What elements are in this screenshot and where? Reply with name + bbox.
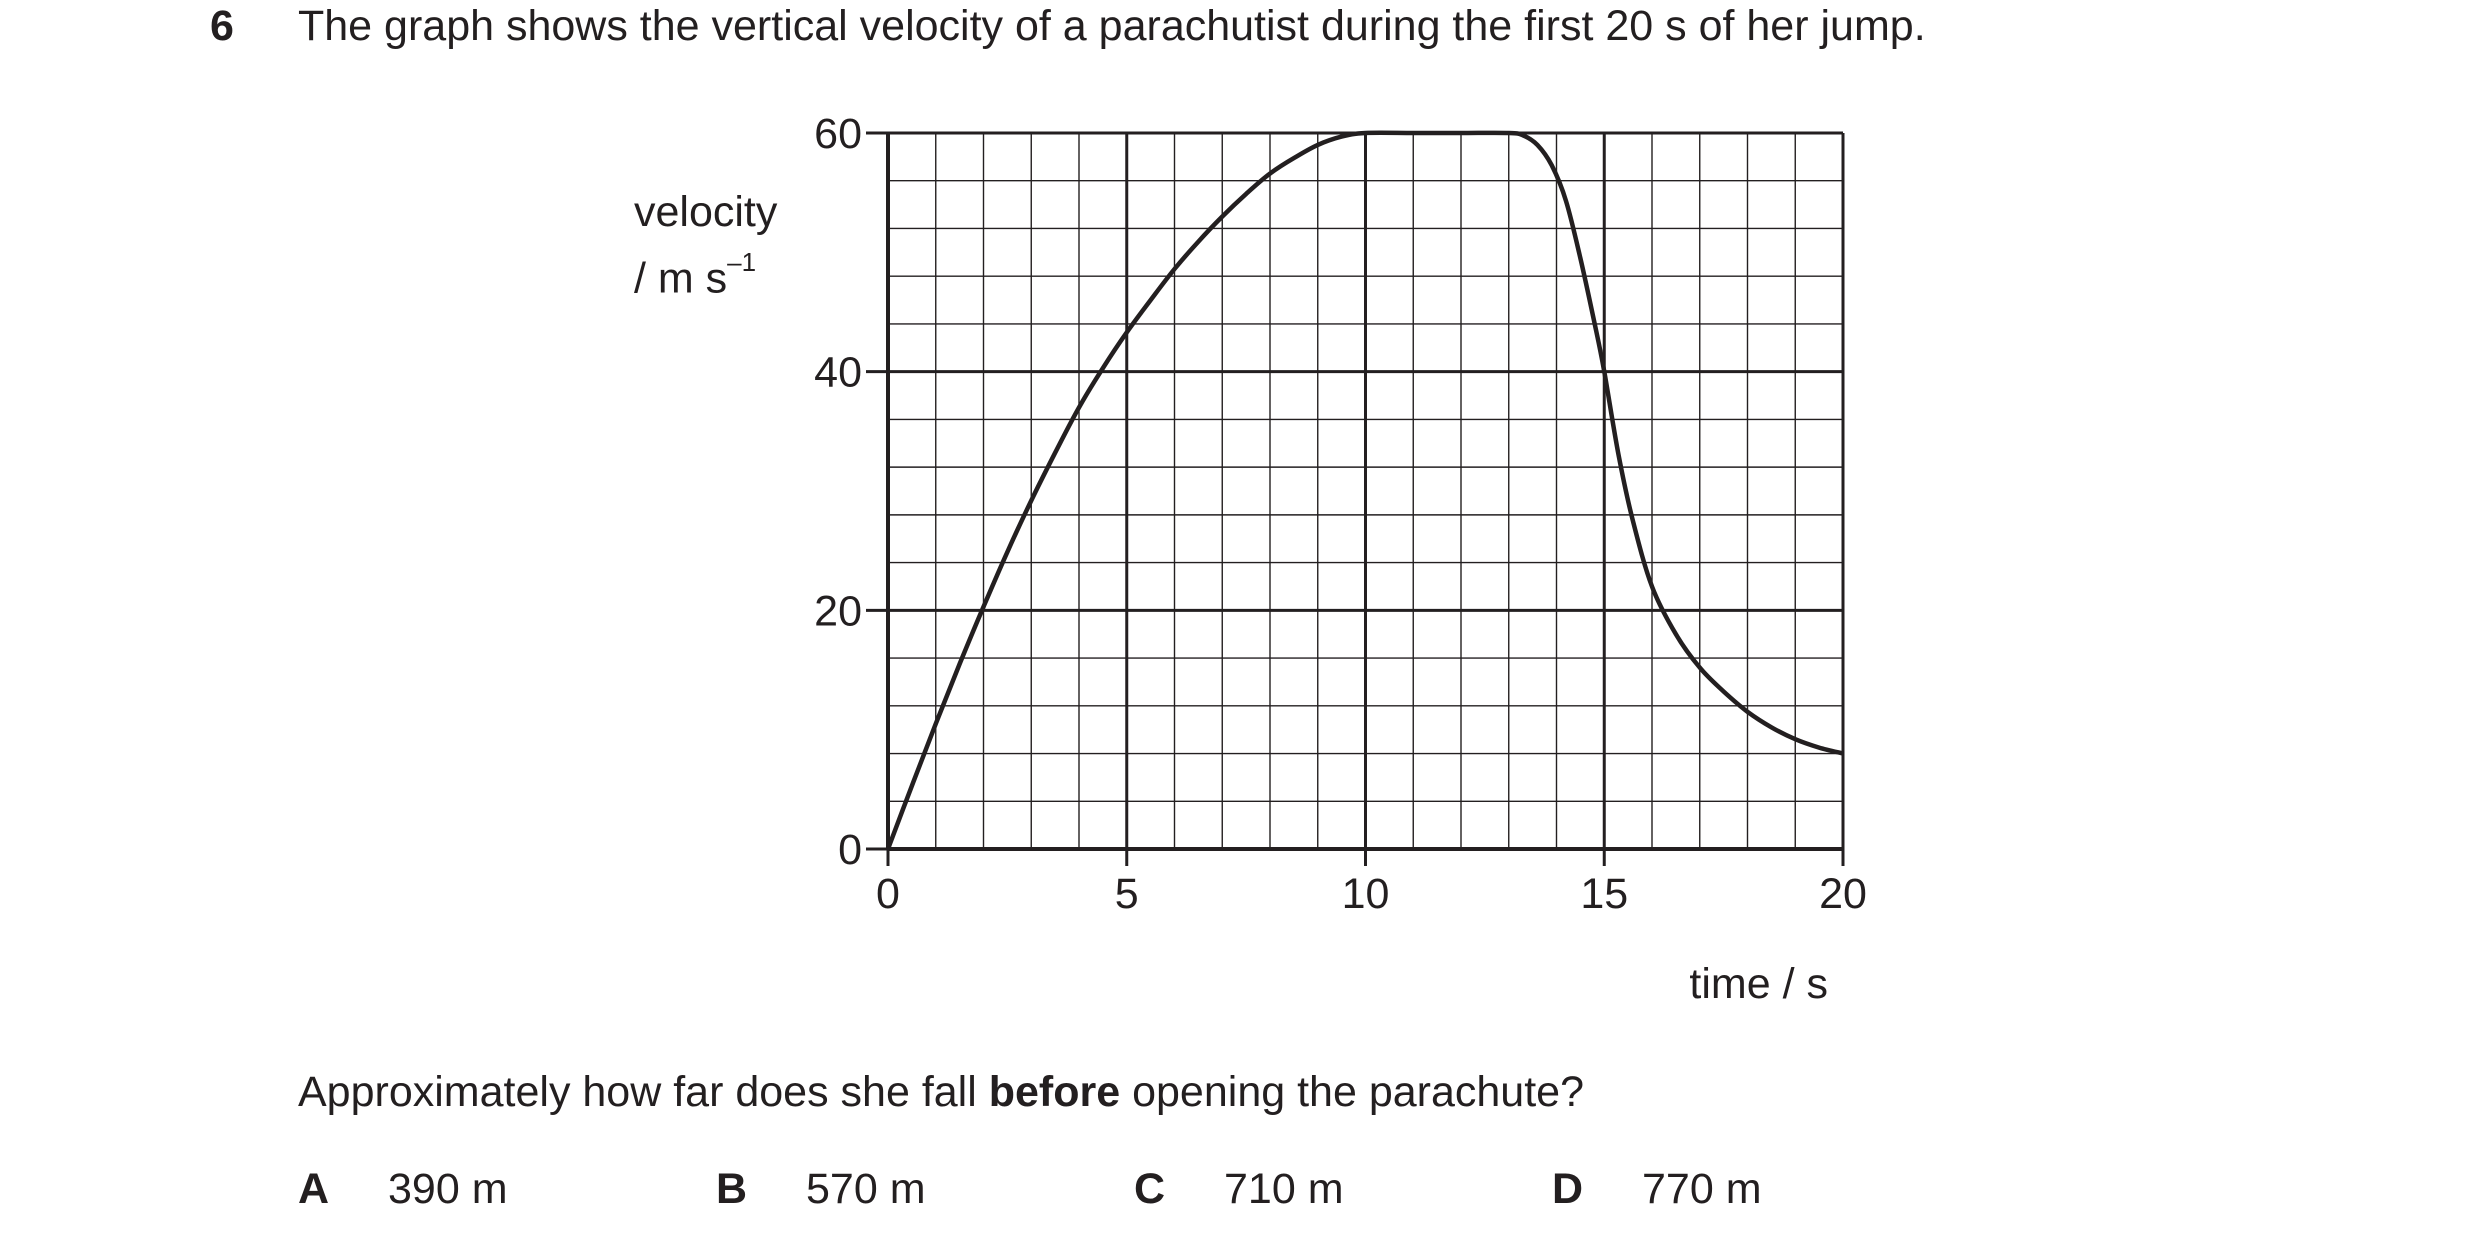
x-tick-label-10: 10 <box>1342 870 1390 918</box>
option-c-letter: C <box>1134 1165 1166 1213</box>
option-b-text: 570 m <box>806 1165 926 1213</box>
question-prompt: Approximately how far does she fall befo… <box>298 1068 1584 1117</box>
x-tick-label-5: 5 <box>1115 870 1139 918</box>
axis-tick-labels: 0 5 10 15 20 0 20 40 60 <box>814 110 1867 918</box>
axis-ticks <box>866 131 1845 866</box>
option-a-text: 390 m <box>388 1165 508 1213</box>
y-axis-unit-base: / m s <box>634 254 728 303</box>
option-a-letter: A <box>298 1165 330 1213</box>
prompt-text-end: opening the parachute? <box>1120 1068 1584 1116</box>
option-d-text: 770 m <box>1642 1165 1762 1213</box>
option-a[interactable]: A 390 m <box>298 1165 508 1214</box>
y-tick-label-0: 0 <box>838 826 862 874</box>
y-axis-label: velocity / m s–1 <box>634 184 777 306</box>
option-b-letter: B <box>716 1165 748 1213</box>
option-d-letter: D <box>1552 1165 1584 1213</box>
y-tick-label-40: 40 <box>814 349 862 397</box>
prompt-text-start: Approximately how far does she fall <box>298 1068 989 1116</box>
y-axis-unit-power: –1 <box>727 247 757 277</box>
question-number: 6 <box>210 2 234 50</box>
y-axis-label-quantity: velocity <box>634 188 778 236</box>
question-stem: The graph shows the vertical velocity of… <box>298 2 1926 50</box>
option-d[interactable]: D 770 m <box>1552 1165 1762 1214</box>
option-c[interactable]: C 710 m <box>1134 1165 1344 1214</box>
y-tick-label-60: 60 <box>814 110 862 158</box>
x-tick-label-0: 0 <box>876 870 900 918</box>
x-axis-label: time / s <box>1689 960 1828 1008</box>
velocity-curve <box>885 130 1844 850</box>
option-c-text: 710 m <box>1224 1165 1344 1213</box>
velocity-time-chart: 0 5 10 15 20 0 20 40 60 time / s <box>814 110 1867 1008</box>
option-b[interactable]: B 570 m <box>716 1165 926 1214</box>
prompt-text-bold: before <box>988 1068 1121 1116</box>
y-tick-label-20: 20 <box>814 587 862 635</box>
x-tick-label-20: 20 <box>1819 870 1867 918</box>
x-tick-label-15: 15 <box>1580 870 1628 918</box>
y-axis-label-unit: / m s–1 <box>634 240 777 306</box>
